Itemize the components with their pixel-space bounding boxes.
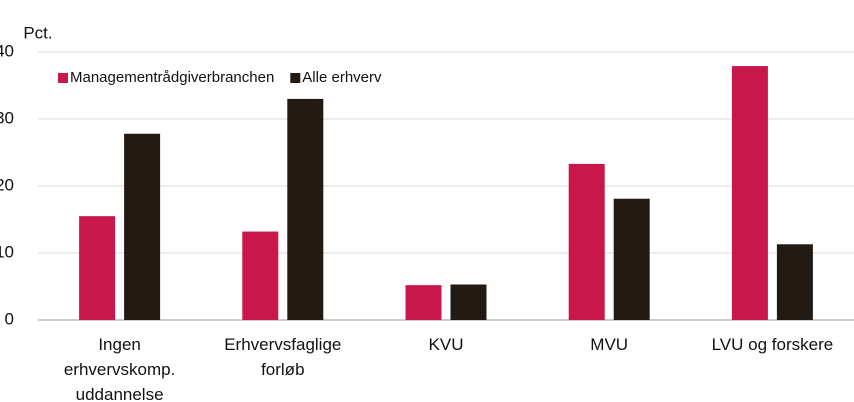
x-tick-label-line: Ingen (98, 335, 141, 354)
y-tick-label: 30 (0, 108, 14, 127)
x-tick-label: KVU (429, 335, 464, 354)
bar (568, 163, 605, 320)
y-tick-label: 10 (0, 242, 14, 261)
bar (242, 231, 279, 320)
y-tick-label: 0 (5, 309, 14, 328)
y-tick-label: 40 (0, 41, 14, 60)
y-axis-label: Pct. (23, 23, 52, 42)
bar (79, 216, 116, 320)
bar (613, 198, 650, 320)
x-tick-label-line: LVU og forskere (712, 335, 834, 354)
legend-label: Alle erhverv (302, 69, 382, 86)
bar (287, 98, 324, 321)
bar (731, 66, 768, 320)
bar (405, 285, 442, 320)
bar (776, 244, 813, 320)
x-tick-label-line: KVU (429, 335, 464, 354)
legend-swatch (290, 73, 301, 83)
x-tick-label-line: erhvervskomp. (64, 360, 175, 379)
x-tick-label-line: uddannelse (76, 385, 164, 402)
y-tick-label: 20 (0, 175, 14, 194)
x-tick-label: LVU og forskere (712, 335, 834, 354)
bar (450, 284, 487, 320)
x-tick-label: Ingen erhvervskomp. uddannelse (64, 335, 175, 402)
x-tick-label: MVU (590, 335, 628, 354)
x-tick-label-line: MVU (590, 335, 628, 354)
bar (124, 133, 161, 320)
x-tick-label: Erhvervsfaglige forløb (224, 335, 341, 379)
legend-label: Managementrådgiverbranchen (70, 69, 274, 86)
x-tick-label-line: Erhvervsfaglige (224, 335, 341, 354)
legend-swatch (58, 73, 68, 83)
x-tick-label-line: forløb (261, 360, 304, 379)
